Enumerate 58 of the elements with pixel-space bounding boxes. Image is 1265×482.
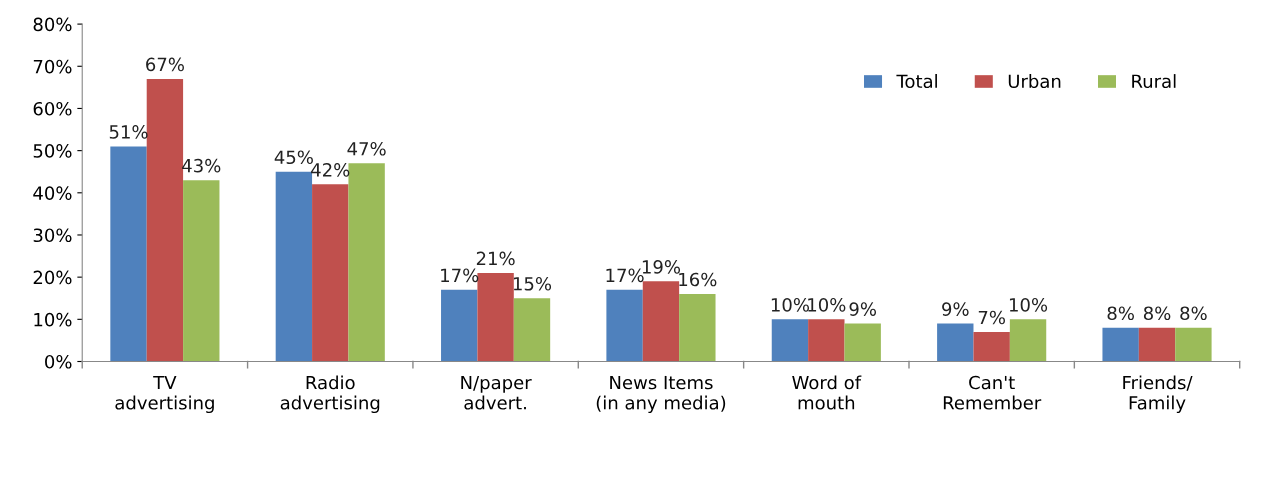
data-label: 21% <box>476 251 515 266</box>
data-label: 10% <box>1009 298 1048 312</box>
bar <box>808 319 845 362</box>
y-tick-label: 20% <box>33 270 72 285</box>
bar <box>606 289 643 362</box>
y-tick-label: 40% <box>33 186 72 200</box>
data-label: 9% <box>849 302 877 316</box>
data-label: 67% <box>146 57 184 72</box>
y-tick-label: 50% <box>33 144 72 158</box>
y-tick-label: 0% <box>45 354 72 369</box>
data-label: 10% <box>771 298 810 312</box>
y-tick-label: 60% <box>33 101 72 116</box>
bar <box>513 298 551 362</box>
data-label: 8% <box>1180 306 1207 321</box>
legend-label: Urban <box>1008 74 1061 89</box>
legend-label: Total <box>896 74 937 89</box>
bar <box>771 319 809 362</box>
bar <box>937 323 974 362</box>
y-tick-label: 10% <box>34 312 72 327</box>
data-label: 8% <box>1107 306 1134 321</box>
bar <box>973 331 1010 362</box>
data-label: 17% <box>441 268 479 283</box>
y-tick-label: 80% <box>33 17 72 32</box>
data-label: 47% <box>347 141 386 156</box>
data-label: 16% <box>679 272 717 287</box>
data-label: 15% <box>513 276 552 291</box>
y-tick-label: 70% <box>33 59 72 74</box>
bar <box>110 146 147 362</box>
bar <box>679 294 716 362</box>
bar <box>146 78 184 362</box>
bar <box>348 163 385 362</box>
data-label: 9% <box>942 302 969 316</box>
x-tick-label: News Items (in any media) <box>596 375 726 414</box>
data-label: 7% <box>978 310 1005 325</box>
bar <box>1175 327 1212 362</box>
data-label: 17% <box>606 268 644 283</box>
bar <box>275 171 313 362</box>
x-tick-label: TV advertising <box>115 375 214 414</box>
x-tick-label: Word of mouth <box>792 375 862 410</box>
data-label: 45% <box>274 150 313 165</box>
legend-label: Rural <box>1132 74 1176 89</box>
x-tick-label: Friends/ Family <box>1123 375 1193 414</box>
bar <box>441 289 478 362</box>
x-tick-label: Can't Remember <box>943 375 1042 410</box>
y-tick-label: 30% <box>33 228 72 243</box>
data-label: 8% <box>1143 306 1171 321</box>
bar <box>1009 319 1047 362</box>
bar <box>312 184 349 362</box>
x-tick-label: N/paper advert. <box>461 375 532 410</box>
bar <box>642 281 680 362</box>
data-label: 19% <box>642 260 681 274</box>
bar <box>183 180 220 362</box>
x-tick-label: Radio advertising <box>280 375 380 414</box>
bar <box>844 323 881 362</box>
bar <box>477 272 514 362</box>
data-label: 10% <box>808 298 846 312</box>
bar <box>1138 327 1176 362</box>
bar <box>1102 327 1139 362</box>
